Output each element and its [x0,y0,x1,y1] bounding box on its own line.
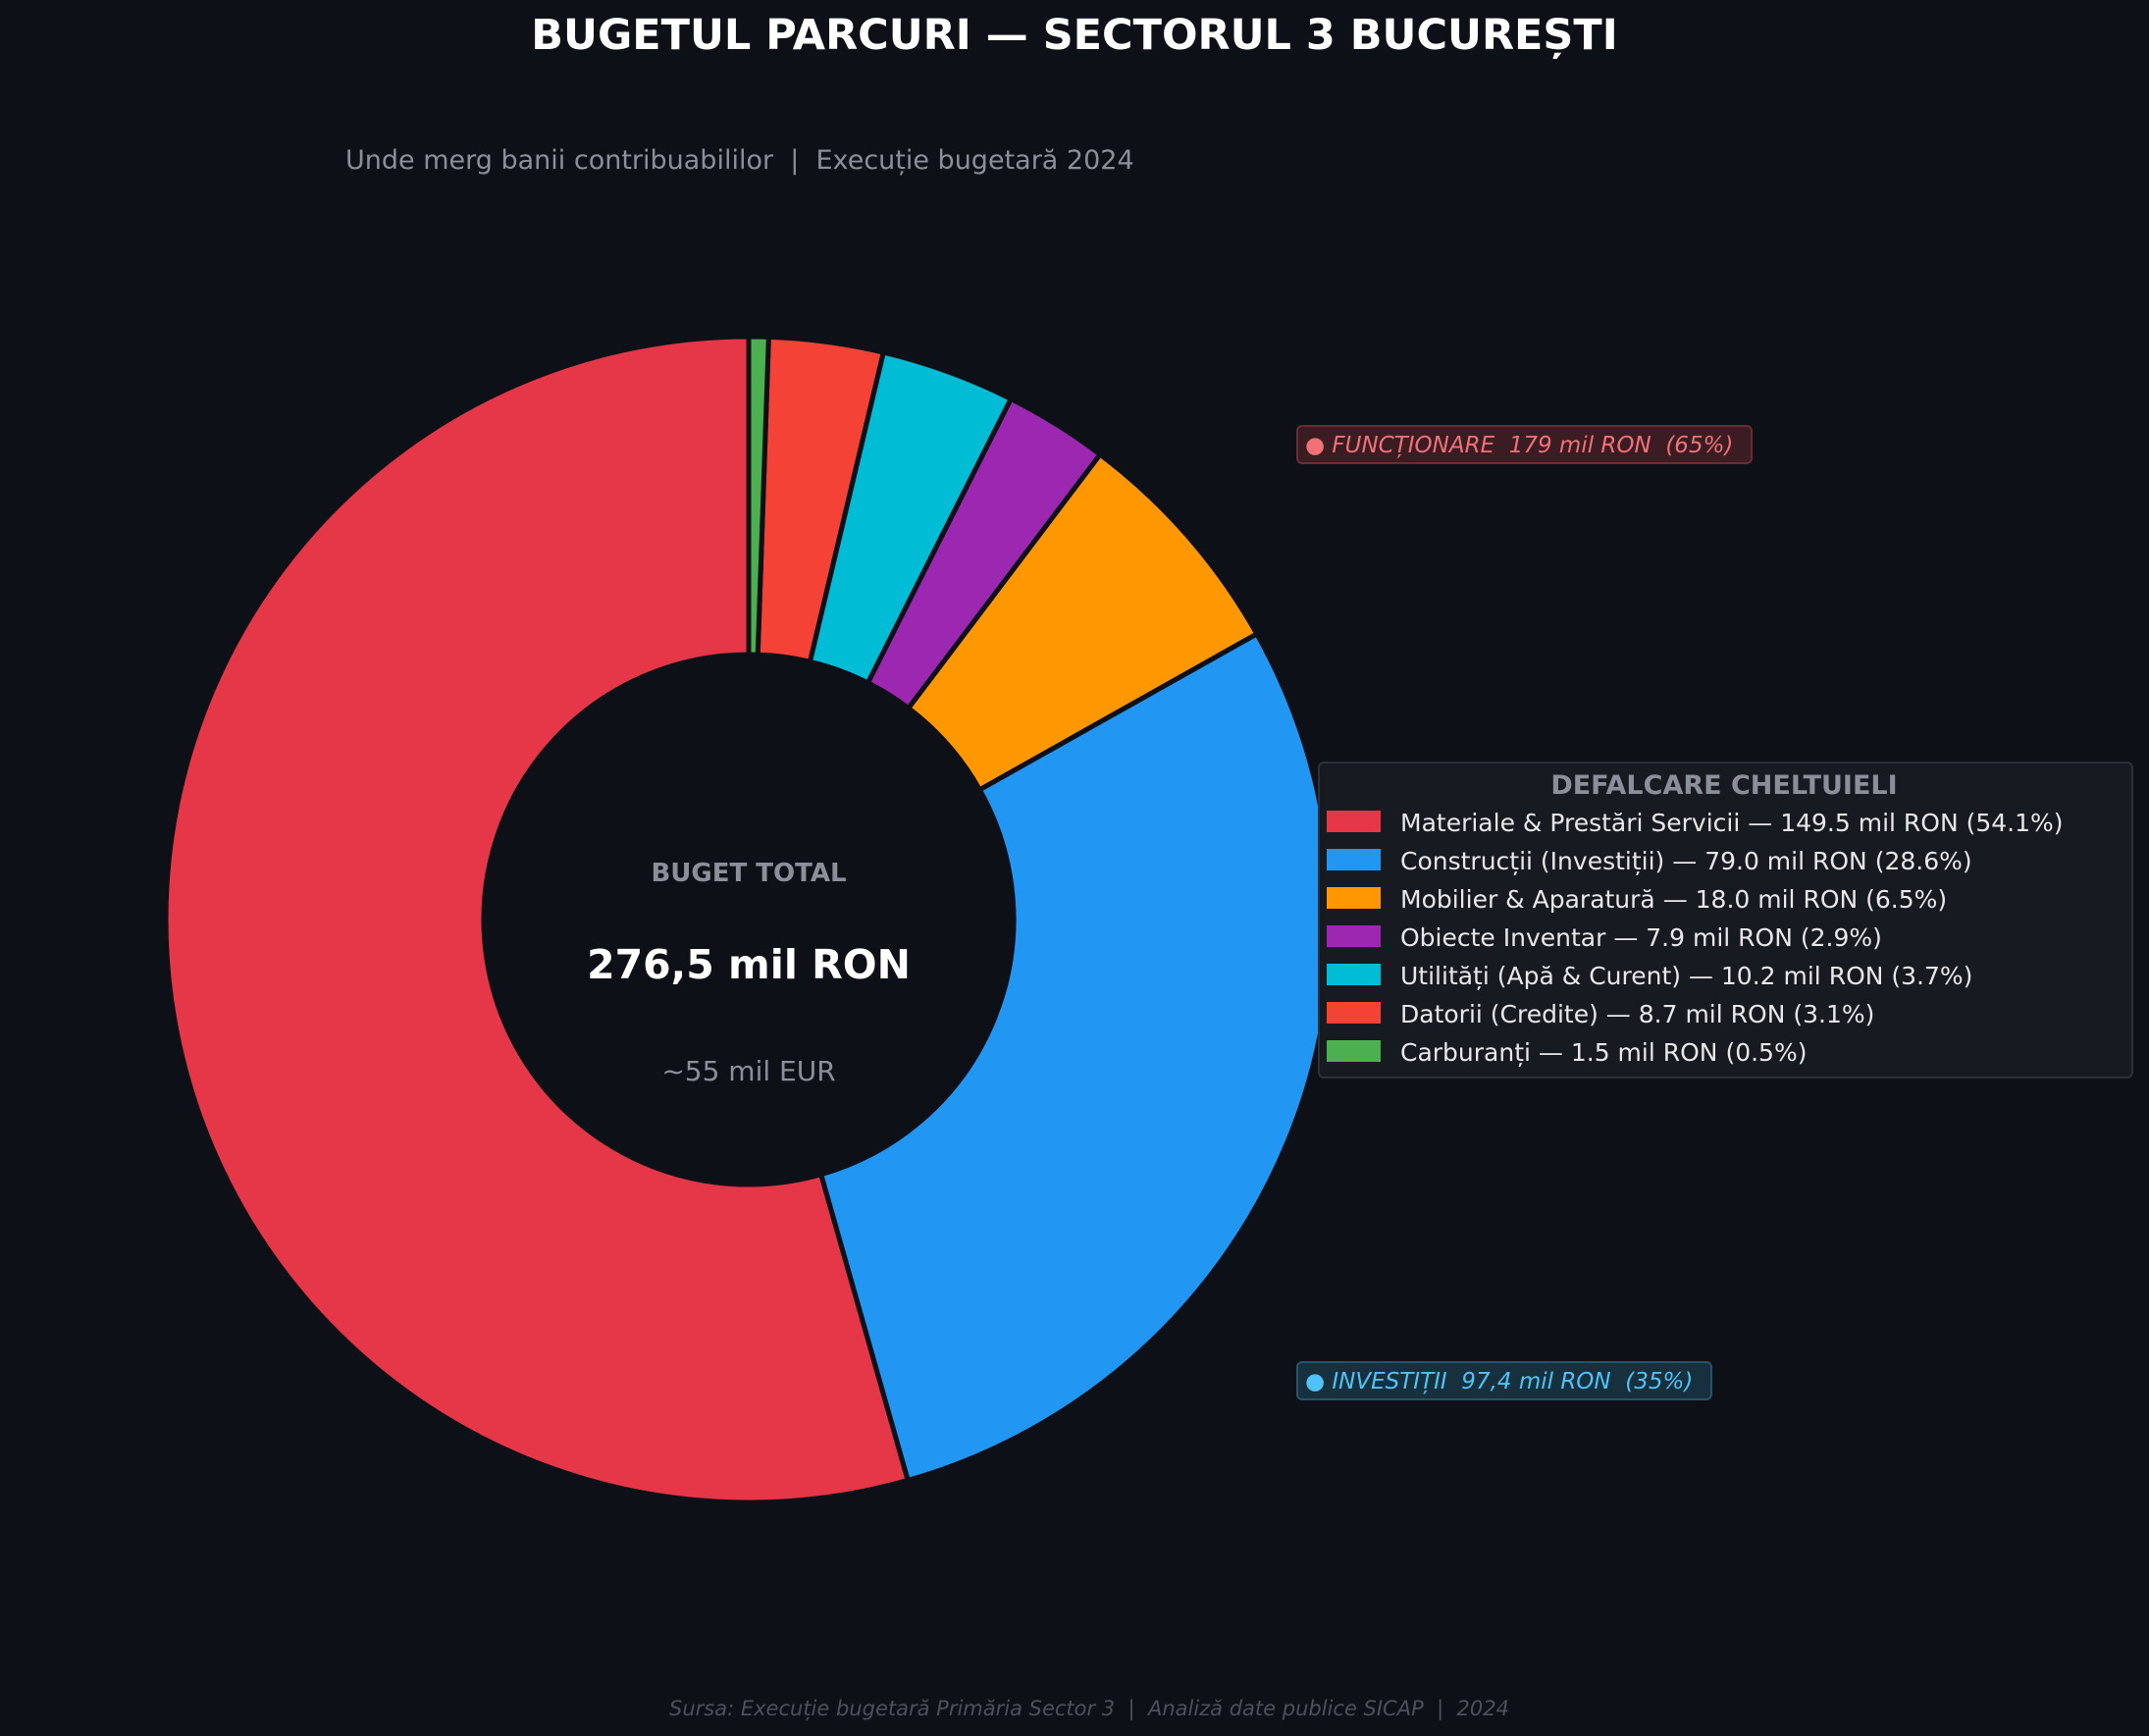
legend-swatch [1327,849,1381,870]
legend-entry: Materiale & Prestări Servicii — 149.5 mi… [1400,809,2064,837]
legend-box [1318,762,2133,1078]
legend-title: DEFALCARE CHELTUIELI [1550,770,1897,801]
center-eur-value: ~55 mil EUR [661,1055,835,1087]
functionare-callout: ● FUNCȚIONARE 179 mil RON (65%) [1296,425,1753,464]
center-label: BUGET TOTAL [651,859,846,888]
investitii-callout-box [1296,1361,1712,1400]
donut-slice-constructii [818,631,1335,1483]
chart-subtitle: Unde merg banii contribuabililor | Execu… [345,145,1134,176]
center-total-value: 276,5 mil RON [587,941,911,988]
legend-entry: Carburanți — 1.5 mil RON (0.5%) [1400,1038,1807,1067]
legend-entry: Datorii (Credite) — 8.7 mil RON (3.1%) [1400,1000,1874,1028]
legend-swatch [1327,925,1381,947]
legend-items: Materiale & Prestări Servicii — 149.5 mi… [1327,809,2064,1067]
legend-swatch [1327,964,1381,985]
legend-swatch [1327,1002,1381,1024]
legend-entry: Construcții (Investiții) — 79.0 mil RON … [1400,847,1972,875]
donut-slice-materiale [163,334,911,1505]
investitii-callout-text: ● INVESTIȚII 97,4 mil RON (35%) [1305,1369,1693,1394]
functionare-callout-box [1296,425,1753,464]
chart-title: BUGETUL PARCURI — SECTORUL 3 BUCUREȘTI [531,11,1617,60]
donut-slice-carburanti [746,334,771,658]
legend-swatch [1327,811,1381,832]
legend-entry: Obiecte Inventar — 7.9 mil RON (2.9%) [1400,923,1882,952]
functionare-callout-text: ● FUNCȚIONARE 179 mil RON (65%) [1305,433,1733,458]
legend-entry: Mobilier & Aparatură — 18.0 mil RON (6.5… [1400,885,1947,914]
legend-entry: Utilități (Apă & Curent) — 10.2 mil RON … [1400,962,1972,990]
investitii-callout: ● INVESTIȚII 97,4 mil RON (35%) [1296,1361,1712,1400]
legend: DEFALCARE CHELTUIELI Materiale & Prestăr… [1318,762,2133,1078]
source-note: Sursa: Execuție bugetară Primăria Sector… [669,1697,1509,1721]
legend-swatch [1327,887,1381,909]
donut-slices [163,334,1335,1505]
legend-swatch [1327,1040,1381,1062]
